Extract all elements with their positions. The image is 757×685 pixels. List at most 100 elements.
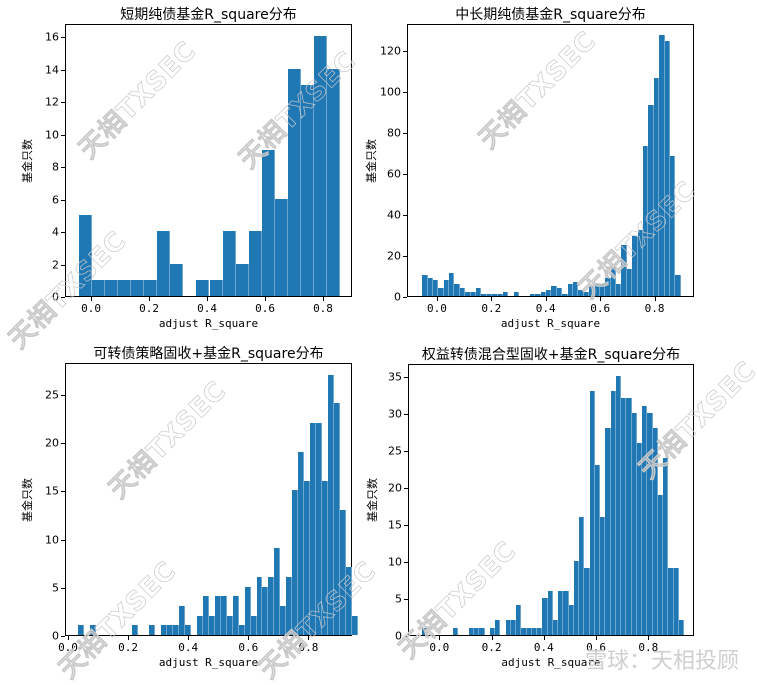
histogram-bar <box>250 615 257 635</box>
y-tick-mark <box>61 587 65 589</box>
histogram-bar <box>631 413 637 635</box>
y-tick-label: 0 <box>394 290 401 304</box>
histogram-bar <box>170 263 184 296</box>
y-tick-label: 4 <box>52 225 59 239</box>
histogram-bar <box>173 625 180 635</box>
histogram-bar <box>333 403 340 635</box>
histogram-bar <box>673 568 679 635</box>
chart-title: 短期纯债基金R_square分布 <box>120 7 297 23</box>
histogram-bar <box>492 293 498 296</box>
x-tick-mark <box>600 297 602 301</box>
y-tick-label: 5 <box>395 592 402 606</box>
histogram-bar <box>465 291 471 296</box>
y-tick-mark <box>61 102 65 103</box>
histogram-bar <box>144 279 158 296</box>
histogram-bar <box>214 596 221 635</box>
x-tick-mark <box>491 297 493 301</box>
histogram-bar <box>197 615 203 635</box>
x-tick-label: 0.8 <box>298 641 319 654</box>
y-tick-mark <box>61 232 65 233</box>
x-tick-label: 0.8 <box>313 302 333 315</box>
histogram-bar <box>562 293 568 296</box>
histogram-bar <box>105 279 119 296</box>
histogram-bar <box>157 231 171 296</box>
y-tick-label: 0 <box>52 629 59 643</box>
histogram-bar <box>567 283 573 296</box>
histogram-bar <box>454 283 460 296</box>
histogram-bar <box>669 156 676 296</box>
histogram-bar <box>502 291 509 296</box>
histogram-bar <box>443 279 450 296</box>
histogram-bar <box>551 285 557 296</box>
histogram-bar <box>238 625 245 635</box>
histogram-bar <box>556 287 563 296</box>
histogram-bar <box>167 625 174 635</box>
y-tick-mark <box>403 173 407 175</box>
histogram-bar <box>610 267 617 296</box>
y-tick-label: 25 <box>388 444 402 458</box>
y-tick-mark <box>61 539 65 541</box>
y-tick-label: 100 <box>380 85 401 99</box>
histogram-bar <box>535 293 541 296</box>
x-tick-label: 0.2 <box>481 641 502 654</box>
y-tick-mark <box>403 255 407 257</box>
histogram-bar <box>648 105 654 296</box>
histogram-bar <box>589 285 595 296</box>
histogram-bar <box>578 289 584 296</box>
histogram-bar <box>300 84 314 296</box>
histogram-bar <box>664 41 670 296</box>
y-tick-label: 15 <box>388 518 402 532</box>
y-tick-label: 6 <box>52 193 59 206</box>
histogram-bar <box>209 279 223 296</box>
y-tick-mark <box>61 167 65 168</box>
histogram-bar <box>316 422 322 635</box>
x-tick-label: 0.2 <box>139 302 159 315</box>
y-tick-mark <box>404 451 408 453</box>
y-axis-label: 基金只数 <box>21 138 34 183</box>
histogram-bar <box>572 281 579 296</box>
y-tick-mark <box>61 199 65 201</box>
histogram-bar <box>600 516 606 635</box>
histogram-bar <box>321 480 328 635</box>
histogram-bar <box>531 627 538 635</box>
histogram-bar <box>262 586 269 635</box>
x-tick-mark <box>491 636 493 640</box>
x-axis-label: adjust R_square <box>500 317 601 330</box>
histogram-bar <box>568 605 574 635</box>
histogram-bar <box>573 561 580 635</box>
x-tick-mark <box>68 636 69 640</box>
histogram-bar <box>185 625 192 635</box>
y-tick-label: 20 <box>388 481 402 495</box>
histogram-bar <box>459 287 466 296</box>
histogram-bar <box>626 269 633 296</box>
x-tick-label: 0.0 <box>426 302 447 315</box>
histogram-bar <box>244 586 251 635</box>
histogram-bar <box>678 620 684 635</box>
histogram-bar <box>220 596 227 635</box>
plot-area <box>65 24 352 297</box>
y-tick-mark <box>403 214 407 216</box>
histogram-bar <box>274 548 281 635</box>
x-axis-label: adjust R_square <box>158 656 259 669</box>
x-tick-label: 0.6 <box>255 302 275 315</box>
histogram-bar <box>453 627 459 635</box>
x-axis-label: adjust R_square <box>158 317 259 330</box>
histogram-bar <box>495 620 501 635</box>
y-axis-label: 基金只数 <box>365 138 378 183</box>
histogram-bar <box>529 293 536 296</box>
histogram-bar <box>326 68 340 296</box>
y-tick-mark <box>61 636 65 637</box>
histogram-bar <box>537 627 543 635</box>
y-tick-label: 12 <box>45 95 59 109</box>
y-tick-label: 15 <box>45 484 59 498</box>
y-tick-label: 10 <box>45 533 59 547</box>
histogram-bar <box>298 451 305 635</box>
x-tick-mark <box>545 297 547 301</box>
histogram-bar <box>513 291 520 296</box>
histogram-bar <box>659 35 665 296</box>
y-tick-label: 10 <box>388 555 402 569</box>
histogram-bar <box>149 625 156 635</box>
x-tick-mark <box>439 636 441 640</box>
y-tick-label: 16 <box>45 30 59 44</box>
x-tick-label: 0.4 <box>533 641 554 654</box>
